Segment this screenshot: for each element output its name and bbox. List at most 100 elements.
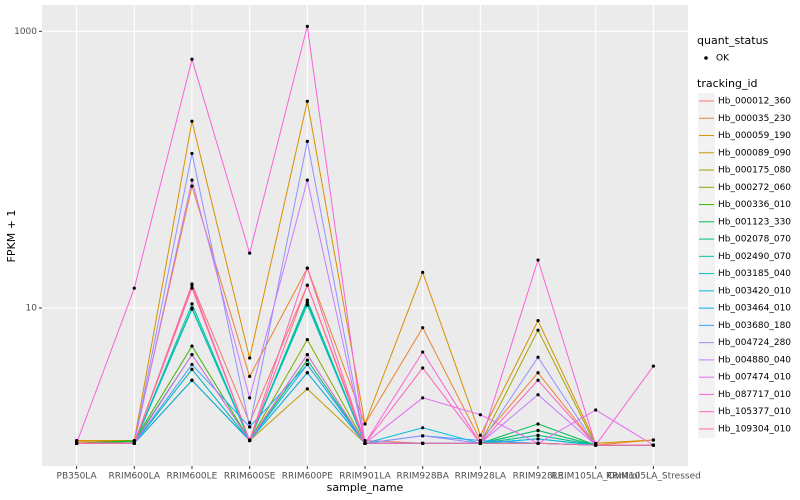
- x-tick-label: PB350LA: [57, 472, 98, 482]
- data-point: [305, 352, 309, 357]
- data-point: [651, 438, 655, 442]
- data-point: [536, 422, 540, 426]
- legend-label: Hb_105377_010: [718, 407, 791, 417]
- data-point: [594, 443, 598, 447]
- data-point: [190, 57, 194, 61]
- x-tick-label: RRIM105LA_Control: [551, 472, 640, 482]
- data-point: [305, 266, 309, 270]
- data-point: [190, 378, 194, 382]
- y-tick-label: 10: [26, 303, 38, 313]
- data-point: [305, 371, 309, 375]
- data-point: [478, 441, 482, 445]
- legend-title: quant_status: [697, 34, 769, 47]
- data-point: [190, 362, 194, 367]
- x-tick-label: RRIM600SE: [224, 472, 276, 482]
- legend-label: Hb_003680_180: [718, 321, 791, 331]
- x-tick-label: RRIM928LE: [513, 472, 564, 482]
- data-point: [190, 286, 194, 290]
- data-point: [421, 270, 425, 274]
- data-point: [305, 362, 309, 367]
- data-point: [305, 387, 309, 391]
- data-point: [305, 338, 309, 342]
- data-point: [190, 178, 194, 182]
- x-tick-label: RRIM600PE: [282, 472, 334, 482]
- data-point: [478, 413, 482, 417]
- data-point: [363, 441, 367, 445]
- data-point: [363, 438, 367, 443]
- data-point: [248, 421, 252, 425]
- data-point: [190, 344, 194, 348]
- x-tick-label: RRIM600LE: [167, 472, 218, 482]
- data-point: [305, 24, 309, 28]
- x-tick-label: RRIM928LA: [455, 472, 507, 482]
- data-point: [305, 298, 309, 302]
- data-point: [536, 428, 540, 433]
- y-axis-title: FPKM + 1: [5, 210, 18, 263]
- data-point: [305, 139, 309, 144]
- legend-title: tracking_id: [697, 77, 758, 90]
- data-point: [536, 355, 540, 359]
- data-point: [132, 441, 136, 445]
- data-point: [536, 433, 540, 437]
- legend-label: Hb_000089_090: [718, 148, 791, 158]
- legend-label: Hb_003464_010: [718, 304, 791, 314]
- legend-label: Hb_001123_330: [718, 217, 791, 227]
- legend-label: Hb_000059_190: [718, 131, 791, 141]
- data-point: [305, 283, 309, 287]
- data-point: [190, 151, 194, 156]
- data-point: [190, 302, 194, 306]
- legend-label: OK: [716, 54, 730, 64]
- data-point: [536, 371, 540, 375]
- data-point: [248, 374, 252, 378]
- data-point: [305, 303, 309, 307]
- data-point: [421, 366, 425, 370]
- data-point: [190, 119, 194, 123]
- data-point: [536, 258, 540, 262]
- data-point: [305, 358, 309, 362]
- legend-label: Hb_004724_280: [718, 338, 791, 348]
- legend-label: Hb_109304_010: [718, 424, 791, 434]
- data-point: [190, 307, 194, 311]
- data-point: [536, 319, 540, 323]
- data-point: [190, 367, 194, 371]
- data-point: [536, 437, 540, 441]
- legend-label: Hb_003420_010: [718, 286, 791, 296]
- legend-label: Hb_004880_040: [718, 355, 791, 365]
- data-point: [248, 425, 252, 429]
- data-point: [248, 396, 252, 400]
- data-point: [248, 356, 252, 360]
- legend-label: Hb_087717_010: [718, 390, 791, 400]
- data-point: [363, 422, 367, 426]
- legend-label: Hb_000272_060: [718, 183, 791, 193]
- legend-key: [704, 56, 708, 60]
- data-point: [132, 286, 136, 290]
- data-point: [190, 283, 194, 287]
- data-point: [651, 364, 655, 368]
- legend-label: Hb_000012_360: [718, 97, 791, 107]
- x-axis-title: sample_name: [327, 481, 404, 494]
- legend: quant_status OK tracking_id Hb_000012_36…: [697, 34, 791, 438]
- data-point: [421, 434, 425, 438]
- data-point: [536, 328, 540, 332]
- data-point: [421, 426, 425, 430]
- x-tick-label: RRIM901LA: [339, 472, 391, 482]
- legend-label: Hb_002078_070: [718, 235, 791, 245]
- data-point: [248, 438, 252, 443]
- data-point: [190, 184, 194, 188]
- data-point: [536, 378, 540, 382]
- x-tick-label: RRIM105LA_Stressed: [606, 472, 701, 482]
- data-point: [478, 438, 482, 443]
- points: [75, 24, 655, 447]
- x-tick-label: RRIM928BA: [396, 472, 449, 482]
- data-point: [248, 251, 252, 255]
- data-point: [305, 99, 309, 103]
- legend-label: Hb_003185_040: [718, 269, 791, 279]
- data-point: [421, 441, 425, 445]
- data-point: [421, 396, 425, 400]
- data-point: [536, 441, 540, 445]
- data-point: [594, 408, 598, 412]
- data-point: [421, 350, 425, 354]
- data-point: [651, 443, 655, 447]
- legend-label: Hb_000035_230: [718, 114, 791, 124]
